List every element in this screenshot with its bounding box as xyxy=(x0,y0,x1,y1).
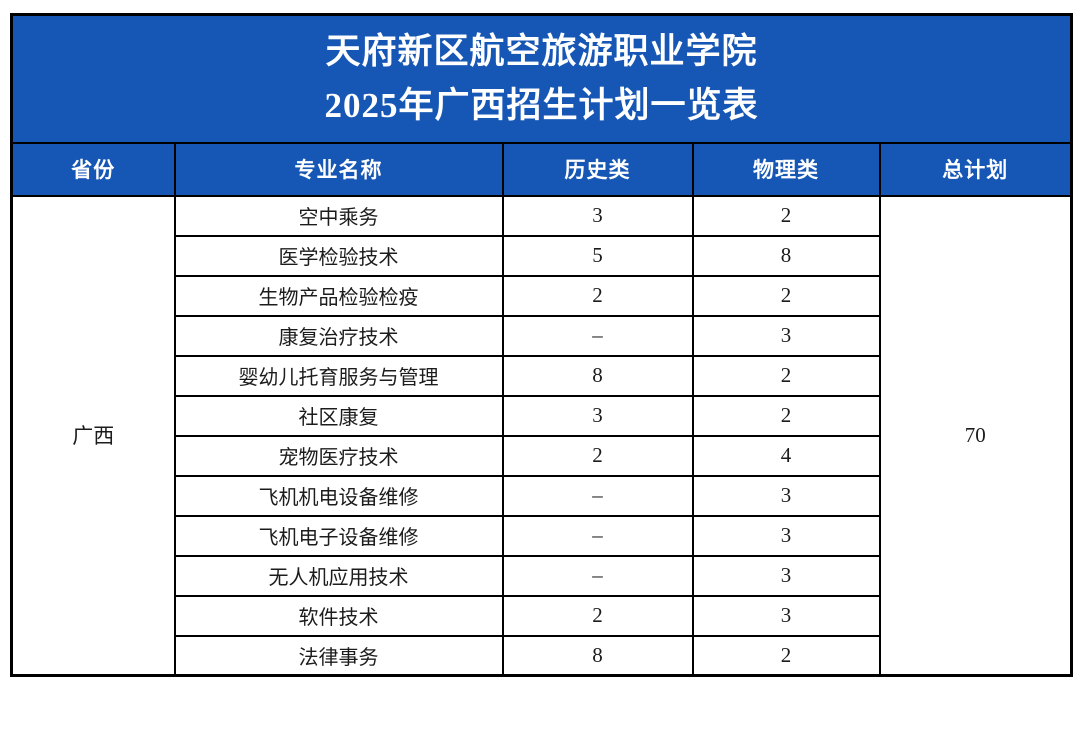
physics-count-cell: 3 xyxy=(691,474,881,517)
physics-count-cell: 4 xyxy=(691,434,881,477)
history-count-cell: 2 xyxy=(501,594,694,637)
physics-count-cell: 3 xyxy=(691,594,881,637)
table-row: 软件技术 2 3 xyxy=(12,594,1072,637)
table-row: 社区康复 3 2 xyxy=(12,394,1072,437)
physics-count-cell: 2 xyxy=(691,194,881,237)
history-count-cell: 5 xyxy=(501,234,694,277)
history-count-cell: 8 xyxy=(501,634,694,677)
province-cell: 广西 xyxy=(10,194,176,677)
physics-count-cell: 2 xyxy=(691,274,881,317)
history-count-cell: – xyxy=(501,554,694,597)
history-count-cell: – xyxy=(501,514,694,557)
column-header-province: 省份 xyxy=(10,141,176,197)
major-cell: 康复治疗技术 xyxy=(173,314,504,357)
physics-count-cell: 2 xyxy=(691,634,881,677)
major-cell: 社区康复 xyxy=(173,394,504,437)
table-row: 飞机机电设备维修 – 3 xyxy=(12,474,1072,517)
physics-count-cell: 8 xyxy=(691,234,881,277)
major-cell: 软件技术 xyxy=(173,594,504,637)
table-body: 广西 空中乘务 3 2 70 医学检验技术 5 8 生物产品检验检疫 2 2 康… xyxy=(10,194,1073,677)
history-count-cell: 3 xyxy=(501,394,694,437)
major-cell: 空中乘务 xyxy=(173,194,504,237)
table-title: 天府新区航空旅游职业学院 2025年广西招生计划一览表 xyxy=(10,13,1073,144)
total-plan-cell: 70 xyxy=(878,194,1073,677)
major-cell: 婴幼儿托育服务与管理 xyxy=(173,354,504,397)
table-row: 广西 空中乘务 3 2 70 xyxy=(10,194,1073,677)
table-row: 飞机电子设备维修 – 3 xyxy=(12,514,1072,557)
major-cell: 飞机电子设备维修 xyxy=(173,514,504,557)
column-header-history: 历史类 xyxy=(501,141,694,197)
major-cell: 飞机机电设备维修 xyxy=(173,474,504,517)
physics-count-cell: 3 xyxy=(691,554,881,597)
major-cell: 无人机应用技术 xyxy=(173,554,504,597)
history-count-cell: – xyxy=(501,474,694,517)
title-row: 天府新区航空旅游职业学院 2025年广西招生计划一览表 xyxy=(10,13,1073,144)
history-count-cell: 2 xyxy=(501,434,694,477)
table-title-line2: 2025年广西招生计划一览表 xyxy=(324,85,759,125)
major-cell: 宠物医疗技术 xyxy=(173,434,504,477)
table-row: 无人机应用技术 – 3 xyxy=(12,554,1072,597)
column-header-total: 总计划 xyxy=(878,141,1073,197)
column-header-physics: 物理类 xyxy=(691,141,881,197)
history-count-cell: 8 xyxy=(501,354,694,397)
table-row: 婴幼儿托育服务与管理 8 2 xyxy=(12,354,1072,397)
table-row: 宠物医疗技术 2 4 xyxy=(12,434,1072,477)
history-count-cell: – xyxy=(501,314,694,357)
table-row: 医学检验技术 5 8 xyxy=(12,234,1072,277)
table-row: 法律事务 8 2 xyxy=(12,634,1072,677)
major-cell: 医学检验技术 xyxy=(173,234,504,277)
physics-count-cell: 3 xyxy=(691,314,881,357)
column-header-row: 省份 专业名称 历史类 物理类 总计划 xyxy=(10,141,1073,197)
history-count-cell: 2 xyxy=(501,274,694,317)
table-title-line1: 天府新区航空旅游职业学院 xyxy=(325,31,758,71)
table-row: 康复治疗技术 – 3 xyxy=(12,314,1072,357)
column-header-major: 专业名称 xyxy=(173,141,504,197)
major-cell: 生物产品检验检疫 xyxy=(173,274,504,317)
physics-count-cell: 3 xyxy=(691,514,881,557)
major-cell: 法律事务 xyxy=(173,634,504,677)
enrollment-plan-table: 天府新区航空旅游职业学院 2025年广西招生计划一览表 省份 专业名称 历史类 … xyxy=(10,13,1074,677)
history-count-cell: 3 xyxy=(501,194,694,237)
physics-count-cell: 2 xyxy=(691,354,881,397)
physics-count-cell: 2 xyxy=(691,394,881,437)
table-row: 生物产品检验检疫 2 2 xyxy=(12,274,1072,317)
